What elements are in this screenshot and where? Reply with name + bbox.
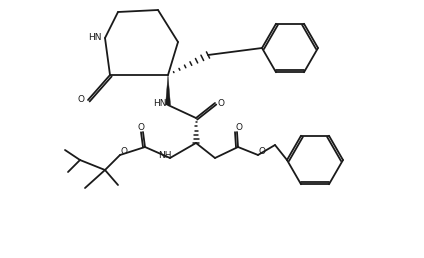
Text: O: O — [218, 99, 224, 108]
Text: O: O — [78, 95, 84, 104]
Text: O: O — [235, 123, 243, 132]
Text: HN: HN — [88, 34, 102, 43]
Text: NH: NH — [158, 151, 172, 160]
Text: O: O — [120, 147, 128, 156]
Polygon shape — [165, 75, 170, 105]
Text: O: O — [137, 123, 145, 132]
Text: HN: HN — [153, 99, 167, 108]
Text: O: O — [259, 148, 265, 157]
